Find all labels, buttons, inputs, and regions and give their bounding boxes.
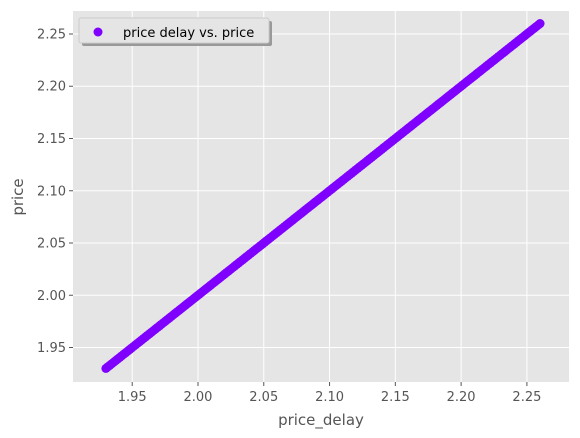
x-tick-label: 2.15	[381, 390, 410, 405]
grid-lines	[73, 11, 569, 382]
x-tick-label: 2.25	[512, 390, 541, 405]
x-tick-label: 2.10	[315, 390, 344, 405]
legend-marker	[93, 27, 103, 37]
legend: price delay vs. price	[78, 17, 272, 46]
data-points	[101, 19, 545, 373]
y-tick-label: 2.15	[37, 132, 66, 147]
x-tick-label: 1.95	[118, 390, 147, 405]
y-tick-label: 2.05	[37, 237, 66, 252]
y-tick-label: 1.95	[37, 341, 66, 356]
x-tick-label: 2.00	[184, 390, 213, 405]
x-axis-label: price_delay	[278, 411, 364, 430]
y-axis-ticks: 1.95 2.00 2.05 2.10 2.15 2.20 2.25	[37, 27, 73, 356]
legend-label: price delay vs. price	[123, 26, 254, 41]
x-axis-ticks: 1.95 2.00 2.05 2.10 2.15 2.20 2.25	[118, 382, 541, 405]
x-tick-label: 2.05	[249, 390, 278, 405]
y-tick-label: 2.00	[37, 289, 66, 304]
y-tick-label: 2.20	[37, 80, 66, 95]
x-tick-label: 2.20	[447, 390, 476, 405]
y-tick-label: 2.10	[37, 184, 66, 199]
legend-box	[78, 17, 270, 44]
data-point	[535, 19, 545, 29]
y-tick-label: 2.25	[37, 27, 66, 42]
y-axis-label: price	[9, 178, 27, 215]
